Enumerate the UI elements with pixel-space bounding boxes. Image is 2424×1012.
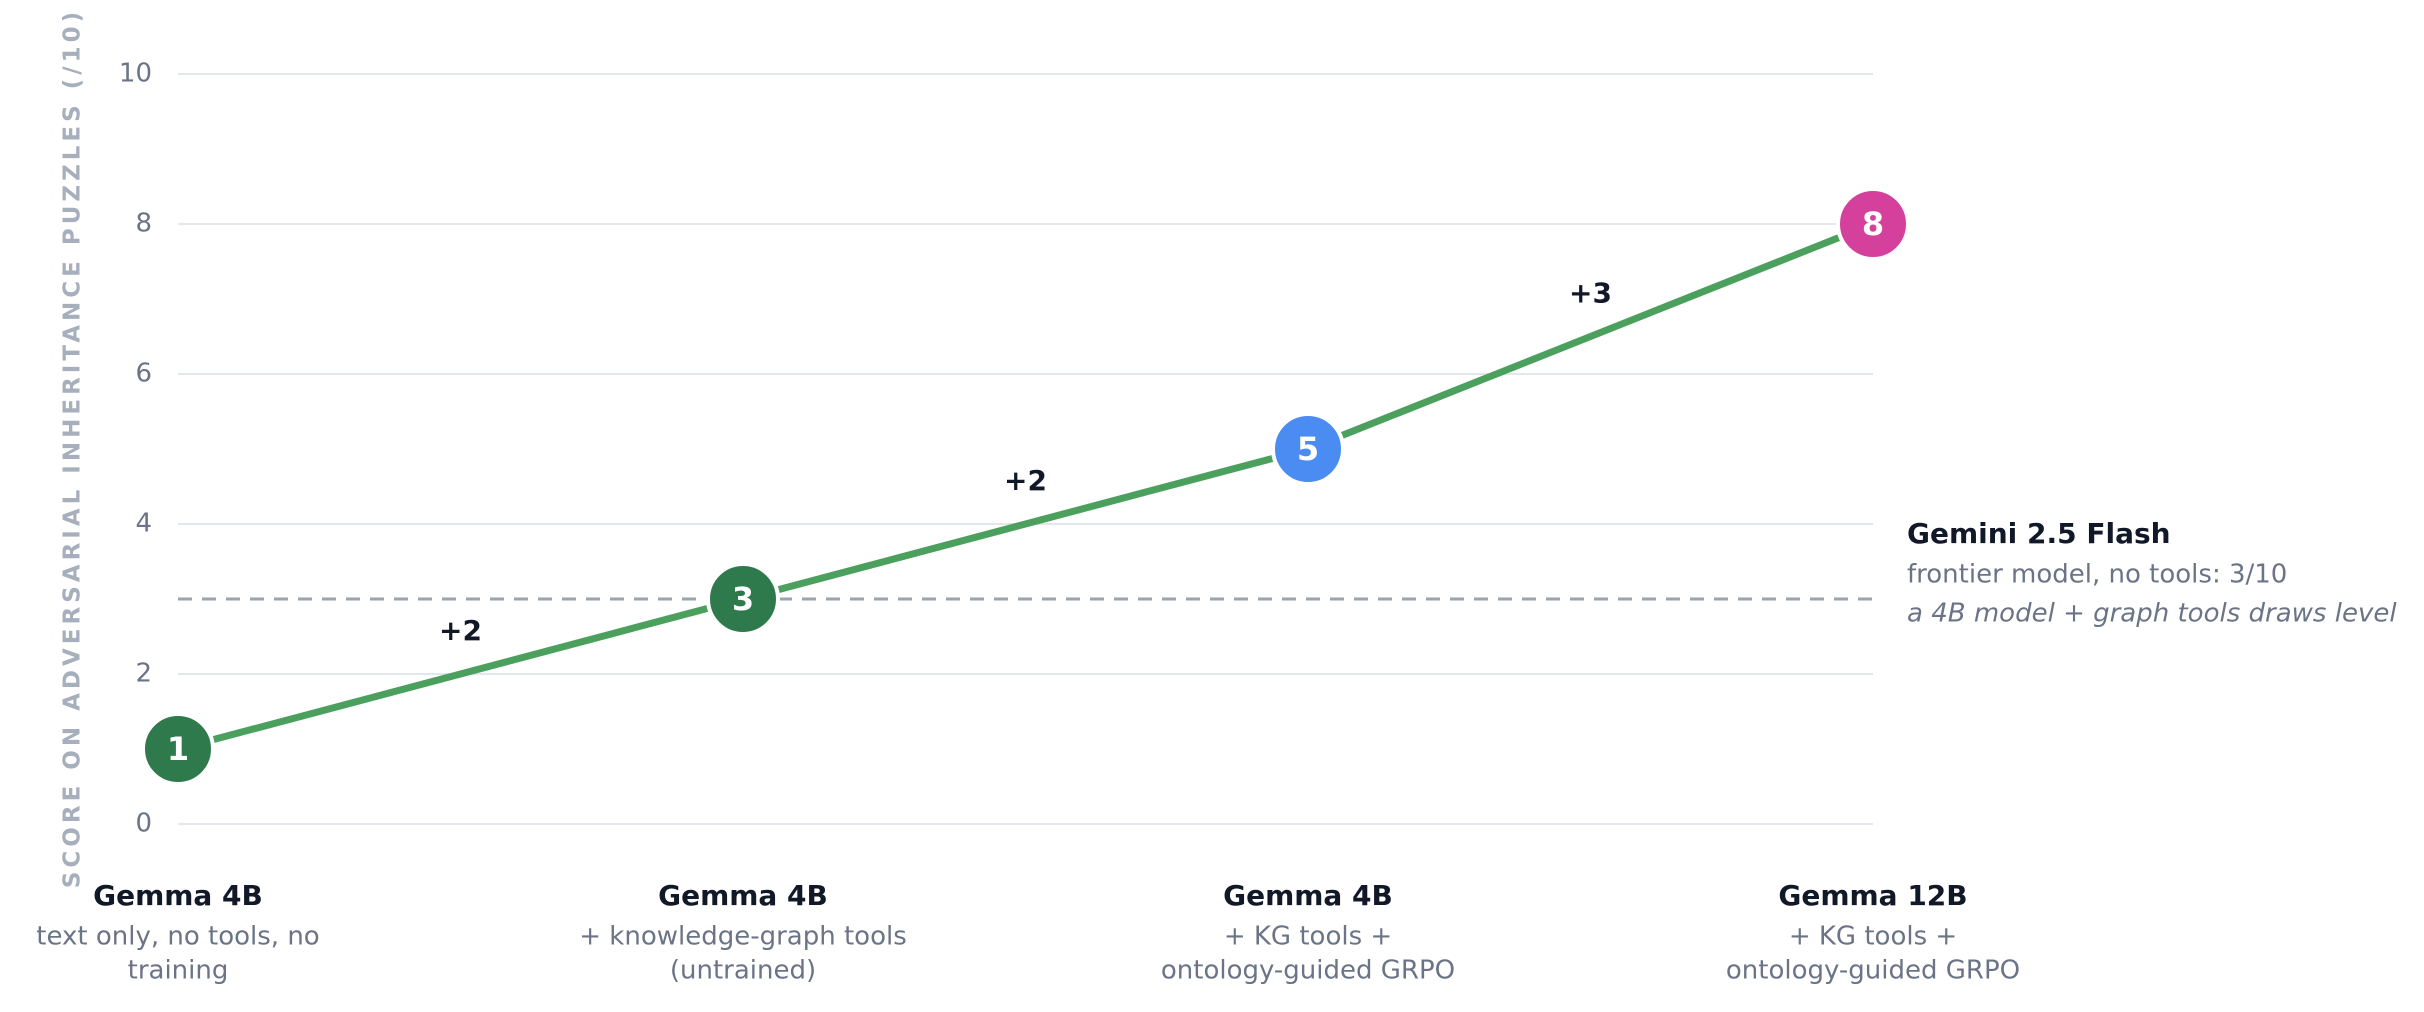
point-label: 5: [1297, 430, 1319, 468]
segment-label: +2: [439, 614, 482, 647]
x-tick-label: Gemma 4B: [658, 879, 828, 912]
x-tick-description: + KG tools +: [1789, 922, 1957, 952]
point-label: 3: [732, 580, 754, 618]
data-point: [1271, 412, 1345, 486]
y-tick-label: 4: [135, 509, 152, 539]
y-tick-label: 8: [135, 209, 152, 239]
x-tick-description: (untrained): [670, 956, 816, 986]
x-tick-label: Gemma 12B: [1778, 879, 1967, 912]
x-tick-description: ontology-guided GRPO: [1726, 956, 2020, 986]
y-tick-label: 10: [119, 59, 152, 89]
x-tick-description: training: [128, 956, 229, 986]
segment-label: +3: [1569, 277, 1612, 310]
point-label: 1: [167, 730, 189, 768]
x-tick-label: Gemma 4B: [1223, 879, 1393, 912]
x-tick-description: + KG tools +: [1224, 922, 1392, 952]
reference-note: frontier model, no tools: 3/10: [1907, 560, 2287, 590]
data-point: [1836, 187, 1910, 261]
data-point: [141, 712, 215, 786]
x-tick-label: Gemma 4B: [93, 879, 263, 912]
reference-note-italic: a 4B model + graph tools draws level: [1907, 599, 2397, 629]
y-tick-label: 0: [135, 809, 152, 839]
data-point: [706, 562, 780, 636]
reference-title: Gemini 2.5 Flash: [1907, 517, 2171, 550]
x-tick-description: + knowledge-graph tools: [579, 922, 907, 952]
y-tick-label: 6: [135, 359, 152, 389]
data-line: [174, 220, 1877, 753]
point-label: 8: [1862, 205, 1884, 243]
segment-label: +2: [1004, 464, 1047, 497]
x-tick-description: text only, no tools, no: [36, 922, 319, 952]
y-axis-title: SCORE ON ADVERSARIAL INHERITANCE PUZZLES…: [60, 8, 86, 888]
y-tick-label: 2: [135, 659, 152, 689]
x-tick-description: ontology-guided GRPO: [1161, 956, 1455, 986]
